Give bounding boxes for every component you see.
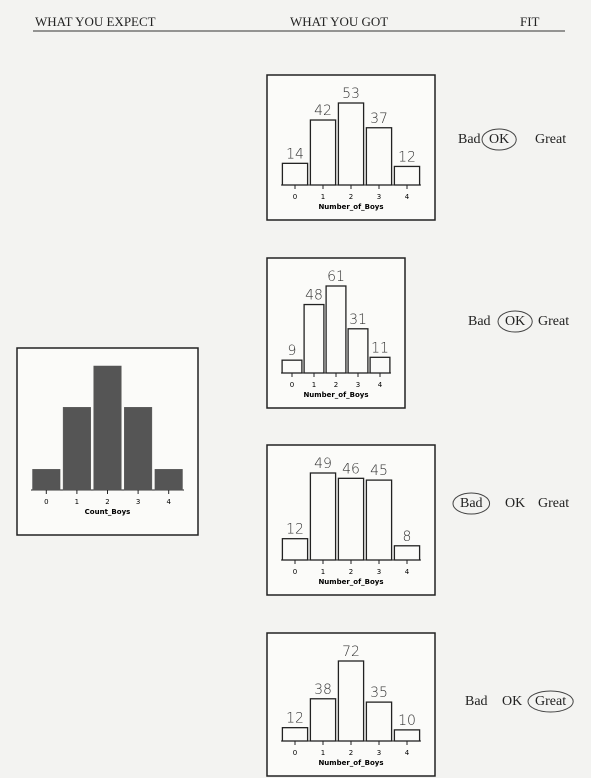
x-tick-label: 1 [321, 749, 325, 757]
value-label: 12 [286, 711, 304, 727]
x-axis-label: Number_of_Boys [318, 759, 383, 767]
fit-option: Bad [460, 496, 483, 511]
x-axis-label: Number_of_Boys [303, 391, 368, 399]
x-tick-label: 1 [321, 568, 325, 576]
bar [63, 407, 91, 490]
x-tick-label: 1 [321, 193, 325, 201]
value-label: 46 [342, 461, 360, 477]
x-tick-label: 4 [378, 381, 383, 389]
bar [94, 366, 122, 490]
x-tick-label: 4 [166, 498, 171, 506]
x-tick-label: 0 [290, 381, 294, 389]
x-tick-label: 3 [377, 568, 381, 576]
x-tick-label: 2 [105, 498, 109, 506]
value-label: 61 [327, 269, 345, 285]
x-tick-label: 4 [405, 193, 410, 201]
fit-option: Great [535, 132, 566, 147]
value-label: 31 [349, 312, 367, 328]
value-label: 12 [286, 522, 304, 538]
x-tick-label: 1 [312, 381, 316, 389]
value-label: 72 [342, 644, 360, 660]
value-label: 53 [342, 86, 360, 102]
header-expect: WHAT YOU EXPECT [35, 14, 156, 29]
value-label: 11 [371, 340, 389, 356]
value-label: 35 [370, 685, 388, 701]
fit-option: Bad [465, 694, 488, 709]
x-tick-label: 4 [405, 749, 410, 757]
fit-option: Bad [468, 314, 491, 329]
bar [124, 407, 152, 490]
x-tick-label: 3 [377, 749, 381, 757]
fit-option: Great [538, 314, 569, 329]
value-label: 14 [286, 146, 304, 162]
x-axis-label: Number_of_Boys [318, 578, 383, 586]
fit-option: OK [502, 694, 522, 709]
value-label: 49 [314, 456, 332, 472]
header-got: WHAT YOU GOT [290, 14, 388, 29]
fit-option: Bad [458, 132, 481, 147]
x-tick-label: 0 [293, 568, 297, 576]
x-tick-label: 0 [293, 193, 297, 201]
value-label: 8 [403, 529, 412, 545]
value-label: 10 [398, 713, 416, 729]
x-tick-label: 2 [334, 381, 338, 389]
x-axis-label: Number_of_Boys [318, 203, 383, 211]
value-label: 37 [370, 111, 388, 127]
x-tick-label: 3 [377, 193, 381, 201]
x-tick-label: 2 [349, 193, 353, 201]
value-label: 12 [398, 149, 416, 165]
x-tick-label: 3 [356, 381, 360, 389]
value-label: 42 [314, 103, 332, 119]
fit-option: Great [538, 496, 569, 511]
value-label: 48 [305, 288, 323, 304]
x-tick-label: 1 [75, 498, 79, 506]
fit-option: OK [489, 132, 509, 147]
x-tick-label: 0 [293, 749, 297, 757]
x-axis-label: Count_Boys [85, 508, 131, 516]
bar [33, 469, 61, 490]
value-label: 9 [288, 343, 297, 359]
fit-option: OK [505, 314, 525, 329]
header-fit: FIT [520, 14, 540, 29]
fit-option: Great [535, 694, 566, 709]
value-label: 38 [314, 682, 332, 698]
fit-option: OK [505, 496, 525, 511]
x-tick-label: 0 [44, 498, 48, 506]
bar [155, 469, 183, 490]
x-tick-label: 4 [405, 568, 410, 576]
x-tick-label: 3 [136, 498, 140, 506]
x-tick-label: 2 [349, 568, 353, 576]
value-label: 45 [370, 463, 388, 479]
x-tick-label: 2 [349, 749, 353, 757]
worksheet: WHAT YOU EXPECT WHAT YOU GOT FIT 01234Co… [0, 0, 591, 778]
